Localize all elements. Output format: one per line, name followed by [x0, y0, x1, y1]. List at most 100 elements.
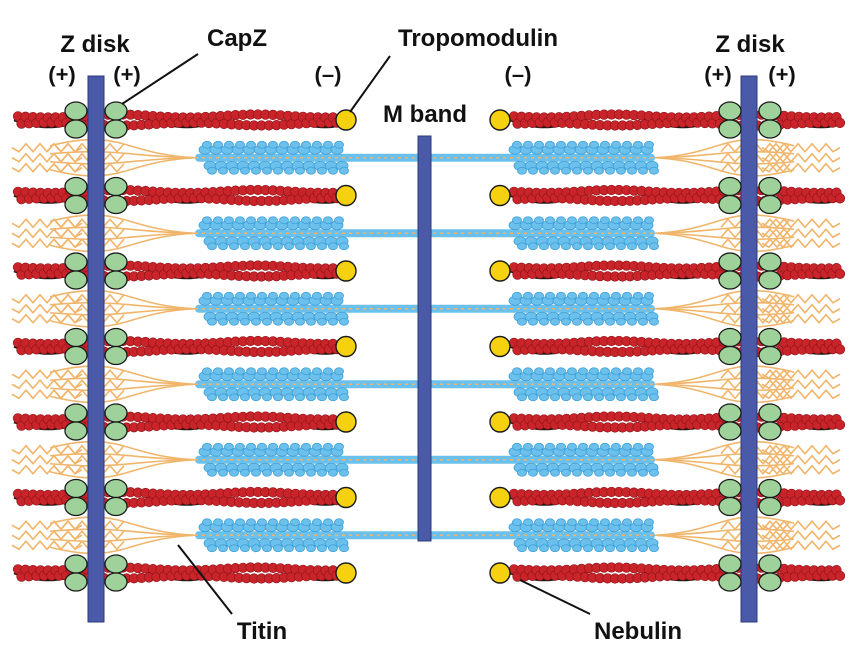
capz-cap	[718, 572, 742, 592]
titin-zigzag	[53, 303, 83, 314]
myosin-head	[323, 216, 333, 225]
titin-strand	[49, 150, 196, 159]
myosin-head	[528, 393, 538, 402]
myosin-head	[218, 166, 228, 175]
myosin-head	[323, 518, 333, 527]
myosin-head	[594, 393, 604, 402]
myosin-head	[312, 518, 322, 527]
myosin-head	[594, 166, 604, 175]
titin-strand	[654, 458, 795, 479]
thin-filament	[489, 562, 846, 584]
myosin-head	[616, 317, 626, 326]
z-disk-left	[87, 75, 105, 623]
myosin-head	[251, 544, 261, 553]
titin-strand	[654, 156, 795, 165]
titin-strand	[654, 516, 795, 537]
capz-cap	[104, 345, 128, 366]
myosin-head	[517, 166, 527, 175]
myosin-head	[202, 518, 212, 527]
myosin-head	[589, 442, 599, 451]
titin-strand	[49, 440, 196, 461]
capz-cap	[718, 119, 742, 139]
titin-strand	[654, 232, 795, 241]
titin-strand	[654, 440, 795, 461]
myosin-head	[257, 518, 267, 527]
titin-strand	[49, 307, 196, 316]
capz-cap	[64, 252, 88, 272]
myosin-head	[572, 468, 582, 477]
polarity-left-minus: (–)	[315, 62, 342, 87]
actin-monomer	[834, 419, 846, 431]
myosin-head	[235, 518, 245, 527]
myosin-head	[262, 166, 272, 175]
titin-zigzag	[761, 293, 791, 304]
capz-cap	[104, 403, 128, 423]
titin-strand	[654, 365, 795, 386]
tropomodulin-cap	[489, 184, 511, 207]
myosin-head	[328, 393, 338, 402]
capz-cap	[758, 478, 782, 499]
myosin-head	[268, 140, 278, 149]
capz-cap	[718, 403, 742, 423]
myosin-head	[207, 242, 217, 251]
myosin-head	[317, 393, 327, 402]
myosin-head	[534, 518, 544, 527]
myosin-head	[622, 140, 632, 149]
thin-filament	[489, 486, 846, 509]
myosin-head	[644, 367, 654, 376]
myosin-head	[235, 291, 245, 300]
tropomodulin-cap	[489, 109, 511, 131]
myosin-head	[290, 442, 300, 451]
myosin-head	[545, 442, 555, 451]
titin-zigzag	[761, 228, 791, 239]
titin-strand	[654, 138, 795, 159]
titin-strand	[49, 307, 196, 328]
myosin-head	[578, 140, 588, 149]
myosin-head	[644, 518, 654, 527]
myosin-head	[539, 544, 549, 553]
myosin-head	[284, 242, 294, 251]
myosin-head	[334, 291, 344, 300]
myosin-head	[207, 544, 217, 553]
capz-cap	[718, 478, 742, 499]
capz-cap	[718, 101, 742, 121]
myosin-head	[246, 442, 256, 451]
myosin-head	[583, 242, 593, 251]
myosin-head	[273, 242, 283, 251]
myosin-head	[605, 544, 615, 553]
myosin-head	[273, 166, 283, 175]
capz-cap	[64, 119, 88, 139]
myosin-head	[578, 216, 588, 225]
myosin-head	[561, 468, 571, 477]
myosin-head	[273, 544, 283, 553]
myosin-head	[262, 468, 272, 477]
myosin-head	[616, 468, 626, 477]
myosin-head	[323, 367, 333, 376]
myosin-head	[512, 442, 522, 451]
myosin-head	[589, 216, 599, 225]
tropomodulin-cap	[489, 562, 511, 584]
titin-zigzag	[53, 369, 83, 380]
myosin-head	[644, 216, 654, 225]
myosin-head	[561, 317, 571, 326]
myosin-head	[290, 291, 300, 300]
myosin-head	[290, 216, 300, 225]
m-band-bar	[417, 135, 432, 542]
myosin-head	[622, 367, 632, 376]
capz-caps	[64, 101, 782, 592]
myosin-head	[301, 367, 311, 376]
titin-strand	[654, 534, 795, 543]
myosin-head	[257, 291, 267, 300]
titin-strand	[654, 226, 795, 235]
myosin-head	[279, 291, 289, 300]
myosin-head	[600, 140, 610, 149]
myosin-head	[556, 518, 566, 527]
nebulin-label: Nebulin	[594, 618, 682, 645]
myosin-head	[594, 468, 604, 477]
capz-cap	[64, 194, 88, 215]
myosin-head	[240, 166, 250, 175]
myosin-head	[306, 468, 316, 477]
titin-strand	[654, 383, 795, 392]
myosin-head	[301, 291, 311, 300]
myosin-head	[251, 393, 261, 402]
